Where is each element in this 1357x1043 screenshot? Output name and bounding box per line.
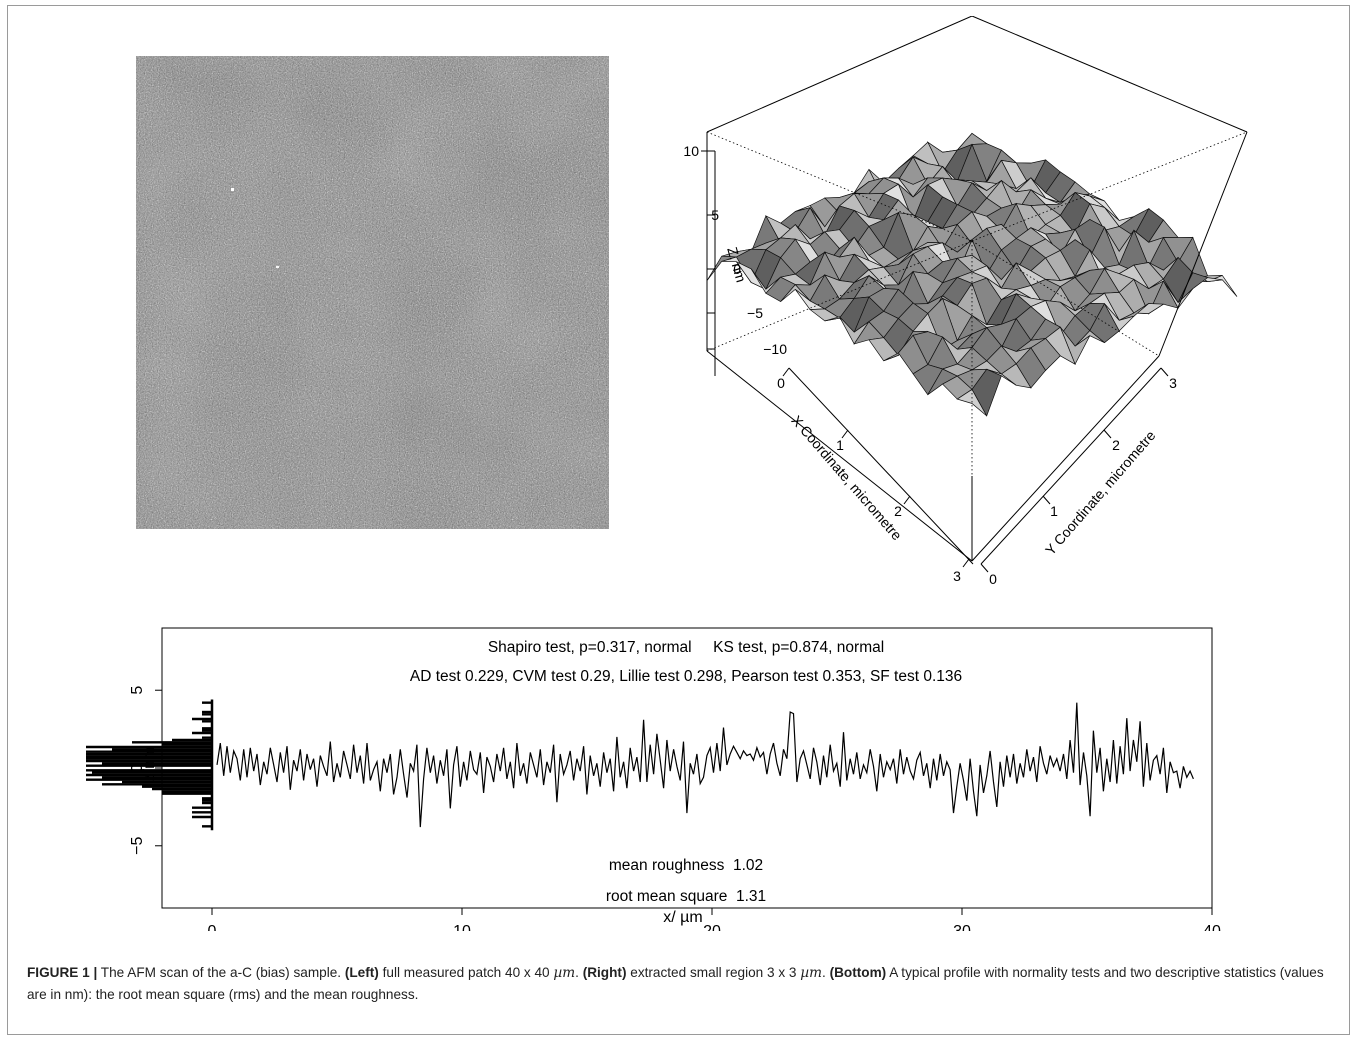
z-tick-5: 5 <box>711 207 719 223</box>
x-axis-label: x/ µm <box>663 909 702 926</box>
tests-line-2: AD test 0.229, CVM test 0.29, Lillie tes… <box>410 668 962 685</box>
z-tick-minus5: −5 <box>747 305 763 321</box>
caption-figure-label: FIGURE 1 | <box>27 965 98 980</box>
y-tick-2: 2 <box>1112 437 1120 453</box>
x-tick-label: 0 <box>208 923 217 931</box>
surface-facet <box>956 388 988 417</box>
caption-left-label: (Left) <box>344 965 379 980</box>
caption-right-text: extracted small region 3 x 3 <box>626 965 801 980</box>
caption-right-end: . <box>822 965 830 980</box>
z-axis <box>701 150 716 376</box>
y-axis: 5 0 −5 <box>129 686 163 855</box>
surface-mesh <box>706 132 1238 417</box>
y-axis <box>980 367 1169 573</box>
caption-right-label: (Right) <box>582 965 627 980</box>
z-tick-10: 10 <box>683 143 699 159</box>
profile-line <box>216 702 1194 828</box>
x-axis <box>782 367 974 568</box>
caption-left-text: full measured patch 40 x 40 <box>378 965 554 980</box>
x-tick-1: 1 <box>836 437 844 453</box>
plot-box <box>706 16 1248 562</box>
y-tick-3: 3 <box>1169 375 1177 391</box>
x-tick-label: 20 <box>703 923 721 931</box>
caption-left-unit: µm <box>553 965 576 981</box>
x-tick-label: 10 <box>453 923 471 931</box>
figure-frame: 10 5 0 −5 −10 Z, nm 0 1 2 3 X Coordinate… <box>7 5 1350 1035</box>
x-tick-0: 0 <box>777 375 785 391</box>
surface-3d-plot: 10 5 0 −5 −10 Z, nm 0 1 2 3 X Coordinate… <box>683 16 1248 587</box>
profile-plot: Shapiro test, p=0.317, normal KS test, p… <box>86 627 1221 931</box>
figure-caption: FIGURE 1 | The AFM scan of the a-C (bias… <box>27 962 1332 1006</box>
plot-box-hidden <box>706 131 1248 476</box>
x-axis: 0 10 20 30 40 <box>208 907 1221 931</box>
x-tick-label: 30 <box>953 923 971 931</box>
caption-intro: The AFM scan of the a-C (bias) sample. <box>97 965 345 980</box>
z-tick-minus10: −10 <box>763 341 787 357</box>
x-tick-label: 40 <box>1203 923 1221 931</box>
x-tick-2: 2 <box>894 503 902 519</box>
caption-bottom-text: A typical profile with normality tests a… <box>27 965 1324 1002</box>
caption-right-unit: µm <box>800 965 822 981</box>
stat-mean-roughness: mean roughness 1.02 <box>609 857 763 874</box>
y-tick-1: 1 <box>1050 503 1058 519</box>
afm-scan-image <box>136 56 609 529</box>
y-tick-label: 5 <box>129 686 146 695</box>
tests-line-1: Shapiro test, p=0.317, normal KS test, p… <box>488 639 884 656</box>
y-tick-label: 0 <box>129 763 146 772</box>
z-tick-0: 0 <box>733 261 741 277</box>
stat-rms: root mean square 1.31 <box>606 888 766 905</box>
x-tick-3: 3 <box>953 568 961 584</box>
caption-left-end: . <box>575 965 583 980</box>
y-axis-label: Y Coordinate, micrometre <box>1042 427 1159 558</box>
y-tick-0: 0 <box>989 571 997 587</box>
y-tick-label: −5 <box>129 837 146 855</box>
caption-bottom-label: (Bottom) <box>829 965 887 980</box>
histogram <box>86 699 214 831</box>
